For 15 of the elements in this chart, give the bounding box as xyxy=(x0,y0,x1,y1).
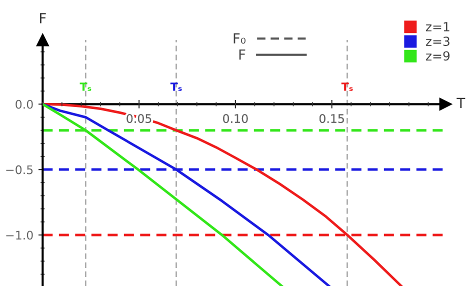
x-tick-label: 0.15 xyxy=(319,114,344,124)
legend-label: z=1 xyxy=(426,22,450,32)
ref-line-label: Tₛ xyxy=(341,82,353,91)
y-tick-label: 0.0 xyxy=(16,100,33,109)
legend-label: z=9 xyxy=(426,51,450,61)
y-tick-label: −1.0 xyxy=(6,230,33,240)
y-axis-title: F xyxy=(40,13,46,24)
legend-label: z=3 xyxy=(426,36,450,46)
x-tick-label: 0.10 xyxy=(223,114,248,124)
annotation: F xyxy=(239,50,246,60)
annotation: F₀ xyxy=(234,33,246,44)
y-tick-label: −0.5 xyxy=(6,165,33,174)
ref-line-label: Tₛ xyxy=(170,82,182,91)
x-axis-title: T xyxy=(456,98,466,108)
ref-line-label: Tₛ xyxy=(80,82,92,91)
